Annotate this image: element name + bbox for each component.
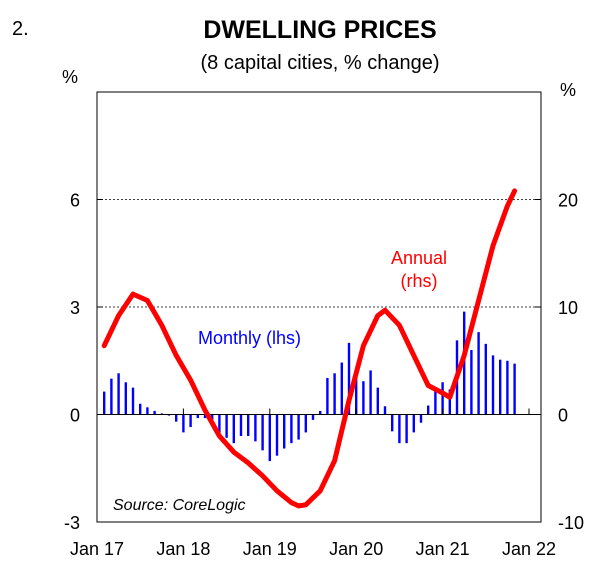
right-tick-label: 20 bbox=[558, 191, 578, 211]
annual-line bbox=[101, 188, 518, 509]
chart-title: DWELLING PRICES bbox=[203, 16, 437, 44]
left-tick-label: 6 bbox=[70, 191, 80, 211]
right-tick-label: 10 bbox=[558, 298, 578, 318]
monthly-series-label: Monthly (lhs) bbox=[198, 328, 301, 348]
x-tick-label: Jan 21 bbox=[416, 539, 470, 559]
left-tick-label: 0 bbox=[70, 406, 80, 426]
figure-number: 2. bbox=[12, 18, 29, 40]
left-tick-label: -3 bbox=[64, 513, 80, 533]
right-axis-unit: % bbox=[560, 80, 576, 100]
x-tick-label: Jan 20 bbox=[329, 539, 383, 559]
x-tick-label: Jan 19 bbox=[243, 539, 297, 559]
x-tick-label: Jan 18 bbox=[156, 539, 210, 559]
source-note: Source: CoreLogic bbox=[113, 497, 246, 514]
annual-series-label: Annual bbox=[391, 248, 447, 268]
x-tick-label: Jan 17 bbox=[70, 539, 124, 559]
right-tick-label: -10 bbox=[558, 513, 584, 533]
x-tick-label: Jan 22 bbox=[502, 539, 556, 559]
right-tick-label: 0 bbox=[558, 406, 568, 426]
chart-subtitle: (8 capital cities, % change) bbox=[200, 52, 440, 74]
left-tick-label: 3 bbox=[70, 298, 80, 318]
annual-series-label: (rhs) bbox=[401, 271, 438, 291]
left-axis-unit: % bbox=[62, 67, 78, 87]
